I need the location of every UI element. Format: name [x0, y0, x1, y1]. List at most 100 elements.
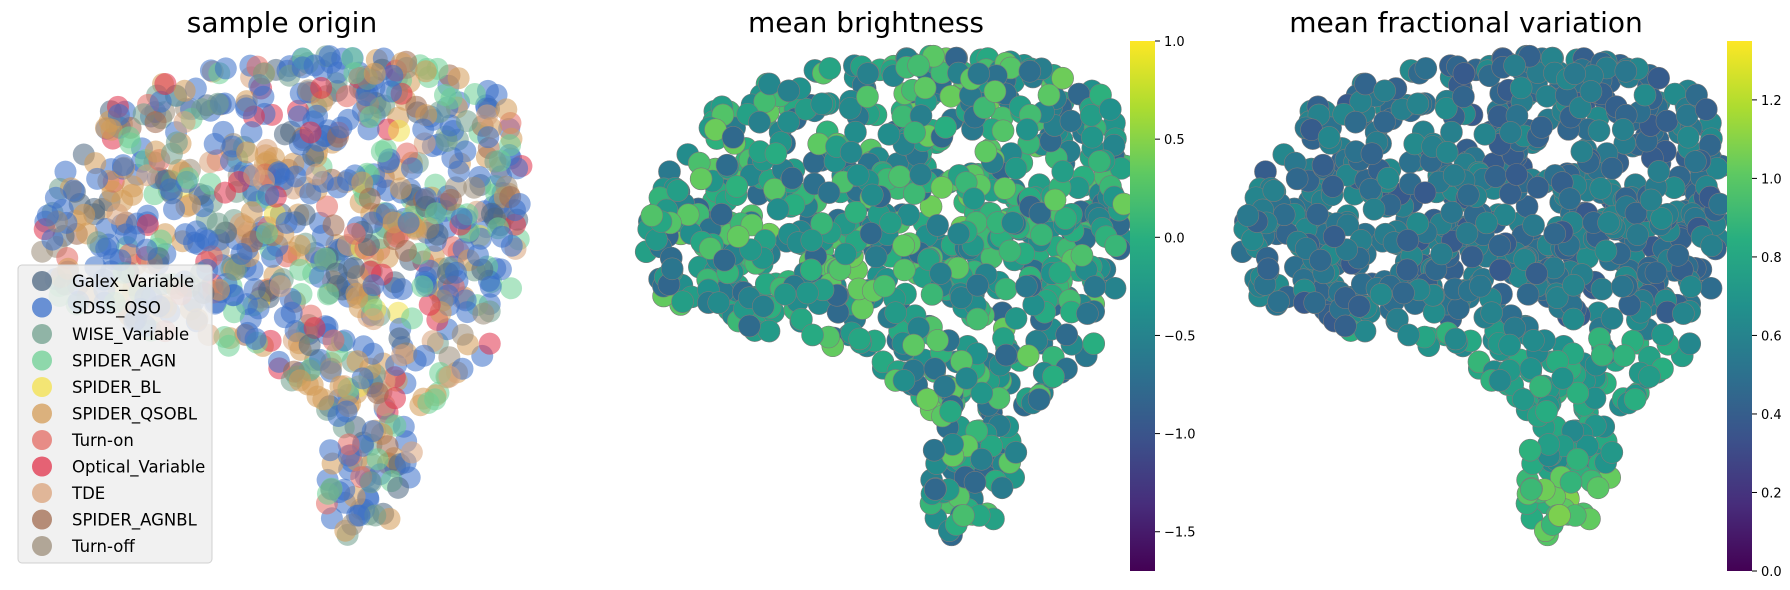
point [1285, 167, 1309, 191]
point [413, 344, 436, 367]
colorbar-tick-label: −0.5 [1164, 329, 1196, 344]
point [1051, 66, 1074, 90]
point [909, 163, 932, 186]
point [173, 110, 196, 133]
point [269, 275, 292, 298]
legend-marker [32, 456, 52, 477]
point [796, 281, 819, 305]
point [506, 157, 529, 180]
point [358, 187, 381, 210]
point [112, 154, 135, 177]
point [1519, 478, 1543, 501]
point [817, 181, 841, 204]
panel-title-mean-brightness: mean brightness [748, 6, 984, 39]
point [1594, 239, 1618, 263]
point [369, 96, 392, 119]
point [856, 62, 880, 85]
point [844, 200, 868, 224]
point [326, 61, 349, 84]
point [873, 274, 896, 298]
point [1651, 323, 1675, 347]
point [1545, 286, 1569, 309]
point [907, 54, 930, 77]
point [364, 504, 387, 527]
point [86, 167, 109, 190]
point [223, 301, 246, 324]
colorbar-tick-label: 0.4 [1761, 408, 1782, 423]
colorbar-tick-label: 0.0 [1761, 565, 1782, 580]
point [401, 307, 424, 330]
point [1267, 290, 1290, 313]
point [275, 211, 298, 234]
point [1529, 375, 1552, 398]
point [1543, 222, 1567, 246]
point [758, 72, 781, 96]
point [305, 104, 328, 127]
point [330, 116, 353, 139]
point [1027, 388, 1051, 411]
legend-label: TDE [71, 484, 105, 503]
colorbar-tick-label: 1.2 [1761, 94, 1782, 109]
point [1530, 116, 1553, 139]
point [1611, 275, 1634, 298]
point [1455, 222, 1479, 245]
point [477, 126, 500, 149]
point [303, 54, 326, 77]
point [1306, 203, 1329, 226]
point [1650, 207, 1673, 230]
point [293, 203, 316, 226]
point [411, 275, 434, 298]
point [801, 323, 824, 347]
legend-marker [32, 297, 52, 318]
point [839, 141, 863, 164]
point [666, 179, 690, 202]
point [1334, 314, 1357, 338]
point [325, 262, 348, 285]
legend-marker [32, 536, 52, 556]
point [1569, 96, 1592, 120]
point [800, 229, 824, 252]
point [36, 204, 59, 227]
point [1590, 343, 1614, 367]
point [299, 121, 322, 144]
point [1666, 244, 1690, 267]
point [1600, 307, 1624, 330]
point [173, 79, 196, 102]
point [1440, 120, 1463, 144]
point [974, 140, 998, 163]
point [335, 85, 358, 108]
point [1373, 110, 1396, 134]
point [252, 62, 275, 85]
point [1392, 281, 1415, 305]
colorbar-tick-label: −1.5 [1164, 526, 1196, 541]
point [671, 290, 694, 313]
point [1015, 118, 1039, 141]
point [1444, 327, 1467, 351]
point [284, 165, 307, 188]
point [1639, 188, 1663, 212]
point [1694, 98, 1718, 121]
point [289, 258, 312, 281]
point [144, 140, 167, 163]
point [892, 234, 915, 257]
point [1386, 307, 1409, 331]
point [1103, 276, 1127, 300]
point [1262, 179, 1286, 202]
point [1322, 225, 1346, 248]
panel-title-mean-fractional-variation: mean fractional variation [1289, 6, 1643, 39]
point [499, 134, 522, 157]
colorbar-tick-label: 0.0 [1164, 231, 1185, 246]
point [773, 283, 797, 306]
point [1004, 157, 1028, 180]
point [1503, 54, 1526, 77]
point [1519, 357, 1543, 380]
point [1525, 262, 1548, 285]
point [1623, 388, 1647, 411]
point [240, 121, 263, 144]
point [1614, 59, 1638, 83]
point [1489, 258, 1512, 282]
point [438, 365, 461, 388]
panel-mean-brightness: mean brightness 1.0 0.5 0.0 −0.5 −1.0 −1.5 [634, 6, 1196, 571]
point [335, 400, 358, 423]
